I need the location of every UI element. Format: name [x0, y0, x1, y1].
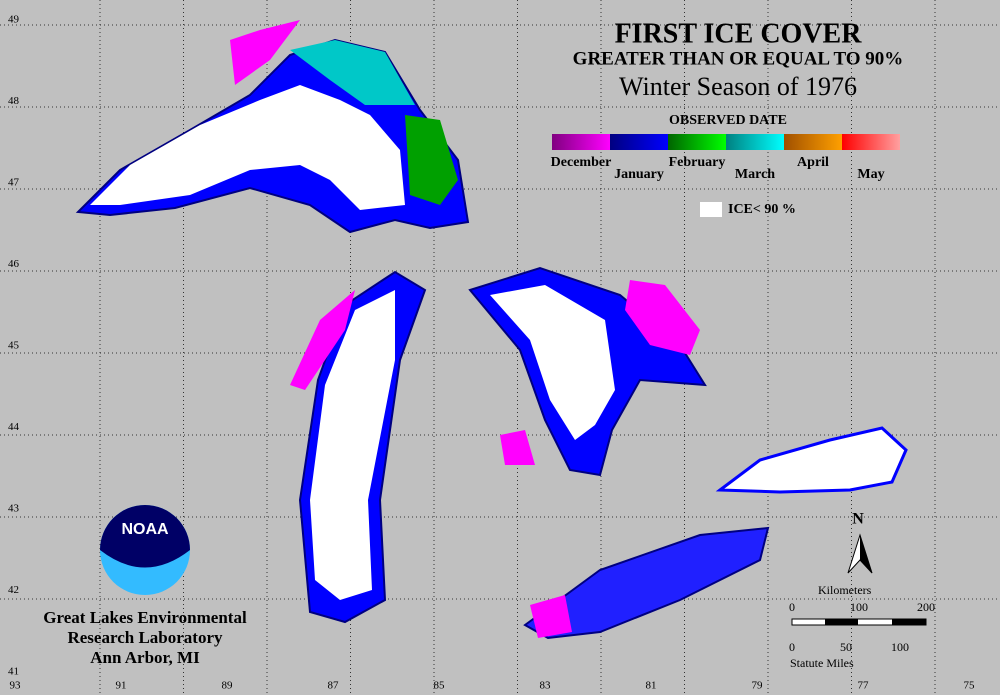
- km-tick-label: 200: [917, 600, 935, 614]
- longitude-label: 87: [328, 680, 340, 692]
- credit-line: Ann Arbor, MI: [90, 648, 200, 667]
- latitude-label: 42: [8, 584, 19, 596]
- lake-huron-open: [490, 285, 615, 440]
- lake-superior-dec: [230, 20, 300, 85]
- legend-swatch: [552, 134, 610, 150]
- legend-label: April: [797, 155, 829, 170]
- subtitle: GREATER THAN OR EQUAL TO 90%: [573, 48, 904, 69]
- longitude-label: 75: [964, 680, 976, 692]
- legend-swatch: [726, 134, 784, 150]
- latitude-label: 45: [8, 340, 20, 352]
- latitude-label: 43: [8, 503, 20, 515]
- lake-ontario: [715, 426, 908, 494]
- ice-label: ICE< 90 %: [728, 202, 796, 217]
- legend-label: February: [669, 155, 726, 170]
- longitude-label: 93: [10, 680, 22, 692]
- mile-tick-label: 0: [789, 640, 795, 654]
- lake-superior-feb: [405, 115, 458, 205]
- longitude-label: 83: [540, 680, 552, 692]
- legend-label: March: [735, 167, 775, 182]
- credit-line: Research Laboratory: [67, 628, 223, 647]
- km-tick-label: 100: [850, 600, 868, 614]
- km-tick-label: 0: [789, 600, 795, 614]
- legend-swatch: [668, 134, 726, 150]
- latitude-label: 44: [8, 421, 20, 433]
- latitude-label: 49: [8, 14, 20, 26]
- logo-top: [100, 505, 190, 568]
- km-title: Kilometers: [818, 583, 872, 597]
- legend-label: December: [551, 155, 612, 170]
- legend-label: January: [614, 167, 664, 182]
- longitude-label: 85: [434, 680, 446, 692]
- lake-michigan-dec: [290, 290, 355, 390]
- lake-erie-dec: [530, 595, 572, 638]
- mile-tick-label: 50: [840, 640, 852, 654]
- legend-swatch: [610, 134, 668, 150]
- scale-bar: [791, 618, 927, 626]
- logo-text: NOAA: [121, 521, 169, 538]
- scale-segment: [825, 619, 858, 625]
- longitude-label: 79: [752, 680, 764, 692]
- latitude-label: 46: [8, 258, 20, 270]
- title: FIRST ICE COVER: [615, 18, 863, 49]
- lake-michigan-open: [310, 290, 395, 600]
- lake-erie: [523, 526, 770, 640]
- season: Winter Season of 1976: [619, 72, 857, 101]
- saginaw-bay: [500, 430, 535, 465]
- legend-swatch: [842, 134, 900, 150]
- lake-huron-dec: [625, 280, 700, 355]
- lake-superior-march: [290, 40, 415, 105]
- legend-swatch: [784, 134, 842, 150]
- latitude-label: 41: [8, 666, 19, 678]
- legend-label: May: [857, 167, 884, 182]
- longitude-label: 77: [858, 680, 870, 692]
- legend-title: OBSERVED DATE: [669, 113, 787, 128]
- scale-segment: [892, 619, 926, 625]
- latitude-label: 48: [8, 95, 20, 107]
- longitude-label: 91: [116, 680, 127, 692]
- north-label: N: [852, 511, 864, 528]
- lake-superior-open: [90, 85, 405, 210]
- noaa-logo: NOAA: [100, 505, 190, 595]
- latitude-label: 47: [8, 177, 20, 189]
- longitude-label: 89: [222, 680, 234, 692]
- ice-swatch: [700, 202, 722, 217]
- north-arrow-shade: [860, 535, 872, 573]
- scale-labels: 0 100 200 0 50 100: [789, 600, 935, 654]
- mile-title: Statute Miles: [790, 656, 854, 670]
- credit-line: Great Lakes Environmental: [43, 608, 247, 627]
- longitude-label: 81: [646, 680, 657, 692]
- mile-tick-label: 100: [891, 640, 909, 654]
